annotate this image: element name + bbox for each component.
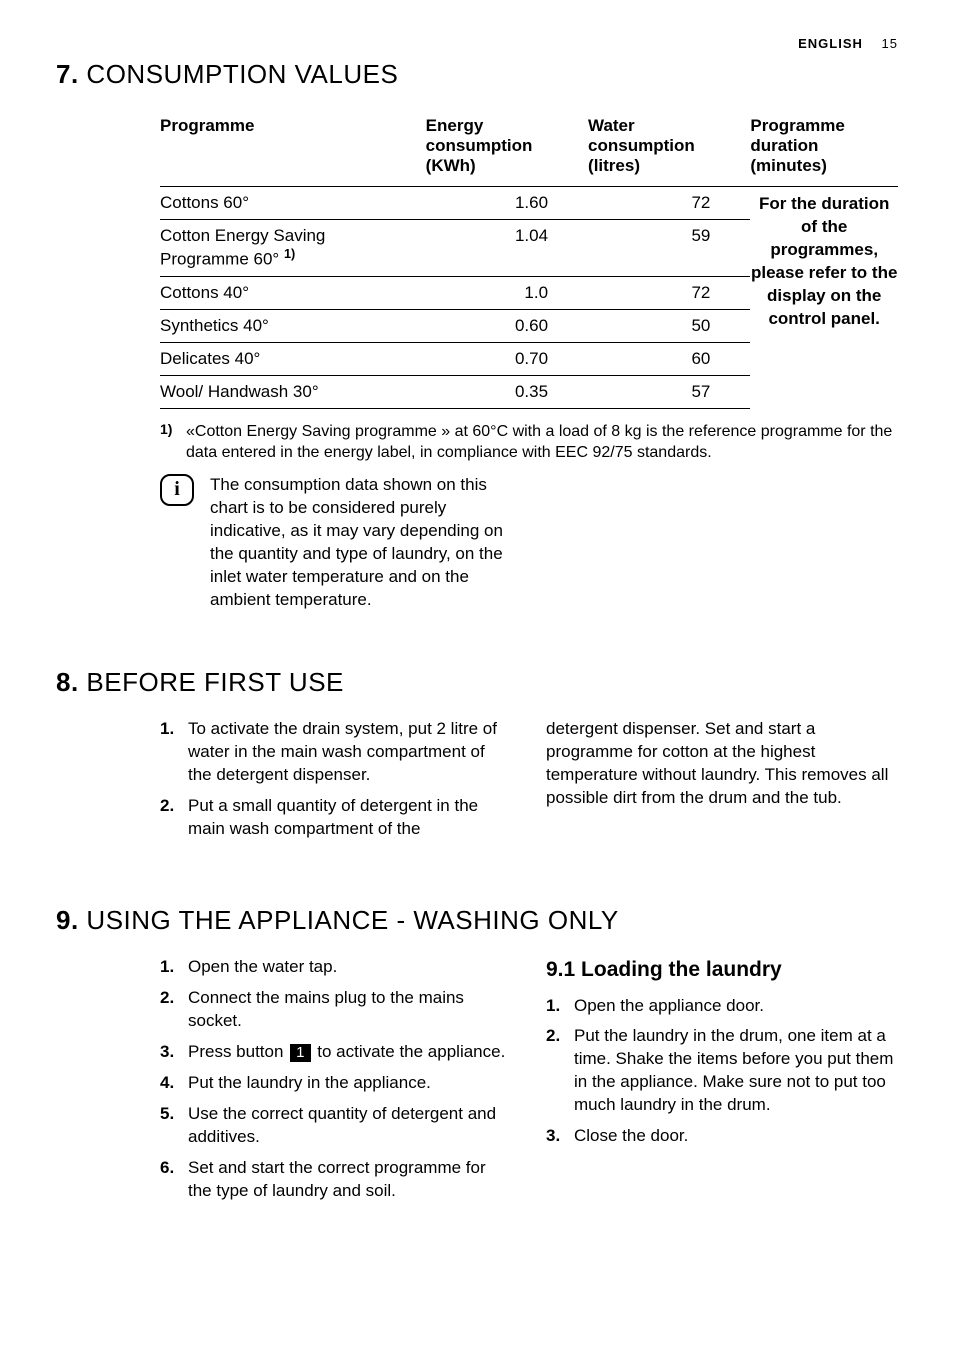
section-7-number: 7. (56, 59, 79, 89)
info-box: i The consumption data shown on this cha… (160, 474, 898, 612)
list-item: 3.Close the door. (546, 1125, 898, 1148)
col-header-duration: Programme duration (minutes) (750, 110, 898, 187)
section-8-number: 8. (56, 667, 79, 697)
cell-water: 72 (588, 276, 750, 309)
section-9-heading: 9. USING THE APPLIANCE - WASHING ONLY (56, 905, 898, 936)
section-7-heading: 7. CONSUMPTION VALUES (56, 59, 898, 90)
cell-programme: Delicates 40° (160, 342, 426, 375)
cell-energy: 0.60 (426, 309, 588, 342)
footnote-text: «Cotton Energy Saving programme » at 60°… (186, 421, 898, 464)
footnote: 1) «Cotton Energy Saving programme » at … (160, 421, 898, 464)
footnote-marker: 1) (160, 421, 180, 464)
header-page-number: 15 (882, 36, 898, 51)
cell-programme: Synthetics 40° (160, 309, 426, 342)
subsection-9-1-title: Loading the laundry (581, 958, 782, 981)
info-text: The consumption data shown on this chart… (210, 474, 510, 612)
list-item: 1.To activate the drain system, put 2 li… (160, 718, 512, 787)
page-header: ENGLISH 15 (56, 36, 898, 51)
section-9-number: 9. (56, 905, 79, 935)
section-8-heading: 8. BEFORE FIRST USE (56, 667, 898, 698)
list-item: 5.Use the correct quantity of detergent … (160, 1103, 512, 1149)
list-item: 2.Put a small quantity of detergent in t… (160, 795, 512, 841)
cell-water: 50 (588, 309, 750, 342)
cell-energy: 1.0 (426, 276, 588, 309)
list-item: 6.Set and start the correct programme fo… (160, 1157, 512, 1203)
section-9-col-left: 1.Open the water tap. 2.Connect the main… (160, 956, 512, 1210)
section-8-title: BEFORE FIRST USE (86, 667, 343, 697)
table-row: Cottons 60° 1.60 72 For the duration of … (160, 187, 898, 220)
list-item: 2.Connect the mains plug to the mains so… (160, 987, 512, 1033)
cell-energy: 0.70 (426, 342, 588, 375)
cell-programme: Cottons 40° (160, 276, 426, 309)
col-header-energy: Energy consumption (KWh) (426, 110, 588, 187)
list-item: 4.Put the laundry in the appliance. (160, 1072, 512, 1095)
section-9-col-right: 9.1 Loading the laundry 1.Open the appli… (546, 956, 898, 1210)
col-header-water: Water consumption (litres) (588, 110, 750, 187)
cell-water: 57 (588, 375, 750, 408)
cell-water: 72 (588, 187, 750, 220)
consumption-table: Programme Energy consumption (KWh) Water… (160, 110, 898, 409)
list-item: 1.Open the water tap. (160, 956, 512, 979)
continuation-text: detergent dispenser. Set and start a pro… (546, 718, 898, 810)
subsection-9-1-heading: 9.1 Loading the laundry (546, 956, 898, 984)
section-8-col-right: detergent dispenser. Set and start a pro… (546, 718, 898, 849)
subsection-9-1-number: 9.1 (546, 958, 575, 981)
cell-energy: 1.60 (426, 187, 588, 220)
button-reference-icon: 1 (290, 1044, 310, 1062)
cell-duration-note: For the duration of the programmes, plea… (750, 187, 898, 409)
col-header-programme: Programme (160, 110, 426, 187)
cell-energy: 1.04 (426, 220, 588, 277)
section-consumption-values: 7. CONSUMPTION VALUES Programme Energy c… (56, 59, 898, 611)
list-item: 3.Press button 1 to activate the applian… (160, 1041, 512, 1064)
info-icon: i (160, 474, 194, 506)
header-lang: ENGLISH (798, 36, 863, 51)
cell-water: 60 (588, 342, 750, 375)
section-using-appliance: 9. USING THE APPLIANCE - WASHING ONLY 1.… (56, 905, 898, 1210)
cell-programme: Cottons 60° (160, 187, 426, 220)
list-item: 1.Open the appliance door. (546, 995, 898, 1018)
section-9-title: USING THE APPLIANCE - WASHING ONLY (86, 905, 618, 935)
section-before-first-use: 8. BEFORE FIRST USE 1.To activate the dr… (56, 667, 898, 849)
section-7-title: CONSUMPTION VALUES (86, 59, 398, 89)
cell-energy: 0.35 (426, 375, 588, 408)
cell-water: 59 (588, 220, 750, 277)
list-item: 2.Put the laundry in the drum, one item … (546, 1025, 898, 1117)
cell-programme: Cotton Energy Saving Programme 60° 1) (160, 220, 426, 277)
cell-programme: Wool/ Handwash 30° (160, 375, 426, 408)
section-8-col-left: 1.To activate the drain system, put 2 li… (160, 718, 512, 849)
